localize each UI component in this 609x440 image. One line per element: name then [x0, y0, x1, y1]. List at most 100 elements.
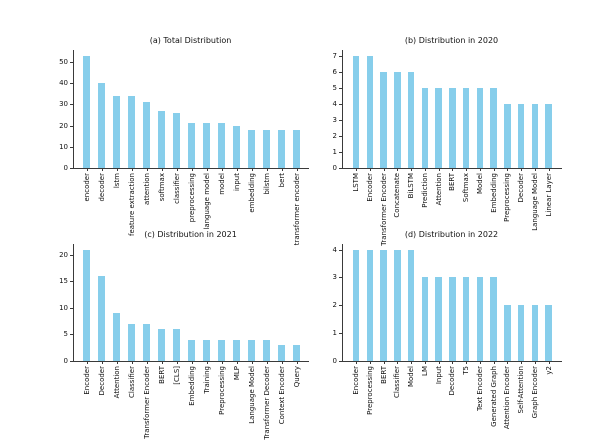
x-tick-label: Decoder — [517, 173, 525, 203]
x-tick-label: T5 — [462, 366, 470, 375]
bar — [203, 339, 210, 361]
x-tick-label: Preprocessing — [217, 366, 226, 415]
bar — [293, 345, 300, 361]
bar — [531, 103, 538, 168]
x-tick-label: Prediction — [420, 173, 429, 208]
x-tick-mark — [281, 361, 283, 364]
chart-title-b: (b) Distribution in 2020 — [404, 36, 499, 45]
bar — [188, 123, 195, 168]
x-tick-label: y2 — [544, 366, 553, 375]
bar — [218, 339, 225, 361]
bar — [352, 249, 360, 361]
x-tick-label: softmax — [157, 173, 166, 202]
x-tick-label: Language Model — [247, 366, 256, 424]
bar — [462, 87, 470, 168]
x-tick-mark — [356, 168, 357, 171]
y-tick-mark — [339, 277, 342, 279]
x-tick-label: language model — [202, 173, 211, 230]
x-tick-mark — [251, 168, 253, 171]
x-tick-mark — [438, 361, 440, 364]
x-tick-label: Encoder — [82, 366, 91, 395]
x-tick-mark — [452, 168, 454, 171]
x-tick-label: Decoder — [97, 366, 106, 396]
x-tick-label: Embedding — [187, 366, 196, 406]
bar — [517, 103, 525, 168]
x-tick-mark — [176, 361, 178, 364]
chart-title-d: (d) Distribution in 2022 — [404, 230, 499, 239]
x-tick-mark — [296, 361, 298, 364]
x-tick-label: encoder — [82, 173, 91, 202]
x-tick-label: Text Encoder — [475, 366, 484, 412]
x-tick-label: lstm — [112, 173, 121, 189]
bar — [394, 249, 401, 361]
x-tick-mark — [161, 168, 163, 171]
y-tick-mark — [70, 125, 73, 127]
x-tick-label: Transformer Decoder — [262, 366, 271, 440]
x-tick-mark — [521, 361, 522, 364]
bar — [248, 339, 255, 361]
x-tick-mark — [548, 361, 550, 364]
x-tick-mark — [466, 361, 467, 364]
bar — [158, 110, 165, 168]
x-tick-label: Attention — [112, 366, 121, 399]
y-tick-mark — [339, 151, 342, 153]
x-tick-label: preprocessing — [187, 173, 196, 223]
y-tick-label: 10 — [59, 142, 68, 151]
x-tick-mark — [383, 361, 385, 364]
x-tick-mark — [296, 168, 298, 171]
x-tick-label: classifier — [172, 173, 181, 204]
x-tick-mark — [281, 168, 283, 171]
bar — [83, 249, 90, 361]
bar — [173, 112, 180, 168]
bar — [366, 55, 373, 168]
bar — [449, 277, 456, 361]
x-tick-mark — [116, 168, 118, 171]
x-axis-spine — [342, 361, 562, 362]
y-tick-label: 40 — [59, 79, 68, 88]
x-tick-label: transformer encoder — [292, 173, 301, 246]
y-tick-mark — [339, 71, 342, 73]
x-tick-mark — [452, 361, 454, 364]
y-tick-mark — [70, 254, 73, 256]
x-tick-mark — [101, 361, 103, 364]
bar — [531, 305, 538, 361]
bar — [143, 102, 150, 168]
x-tick-mark — [438, 168, 440, 171]
y-tick-mark — [339, 361, 342, 362]
x-tick-mark — [383, 168, 385, 171]
x-tick-mark — [101, 168, 103, 171]
bar — [490, 87, 497, 168]
x-tick-mark — [191, 168, 193, 171]
y-tick-label: 1 — [332, 147, 337, 156]
x-tick-mark — [493, 361, 495, 364]
x-tick-label: Softmax — [462, 173, 470, 203]
x-tick-mark — [397, 361, 399, 364]
bar — [490, 277, 497, 361]
y-tick-label: 3 — [332, 273, 337, 282]
y-tick-mark — [70, 307, 73, 309]
x-axis-spine — [73, 168, 309, 169]
chart-title-c: (c) Distribution in 2021 — [144, 230, 237, 239]
x-tick-label: Preprocessing — [365, 366, 374, 415]
bar — [128, 323, 135, 361]
bar — [435, 87, 442, 168]
y-axis-spine — [342, 50, 343, 168]
y-tick-mark — [70, 361, 73, 362]
y-tick-mark — [339, 249, 342, 251]
x-tick-label: bilstm — [262, 173, 271, 195]
x-tick-mark — [266, 361, 268, 364]
y-tick-mark — [339, 333, 342, 335]
y-tick-label: 7 — [332, 51, 337, 60]
y-tick-label: 0 — [63, 357, 68, 365]
x-tick-mark — [493, 168, 495, 171]
x-tick-label: BERT — [448, 173, 457, 191]
bar — [233, 125, 240, 168]
y-tick-mark — [70, 146, 73, 148]
x-tick-mark — [221, 168, 223, 171]
bar — [421, 277, 428, 361]
bar — [476, 87, 483, 168]
x-tick-mark — [411, 168, 412, 171]
x-tick-mark — [424, 361, 426, 364]
y-tick-label: 5 — [332, 83, 337, 92]
x-tick-label: embedding — [247, 173, 256, 213]
